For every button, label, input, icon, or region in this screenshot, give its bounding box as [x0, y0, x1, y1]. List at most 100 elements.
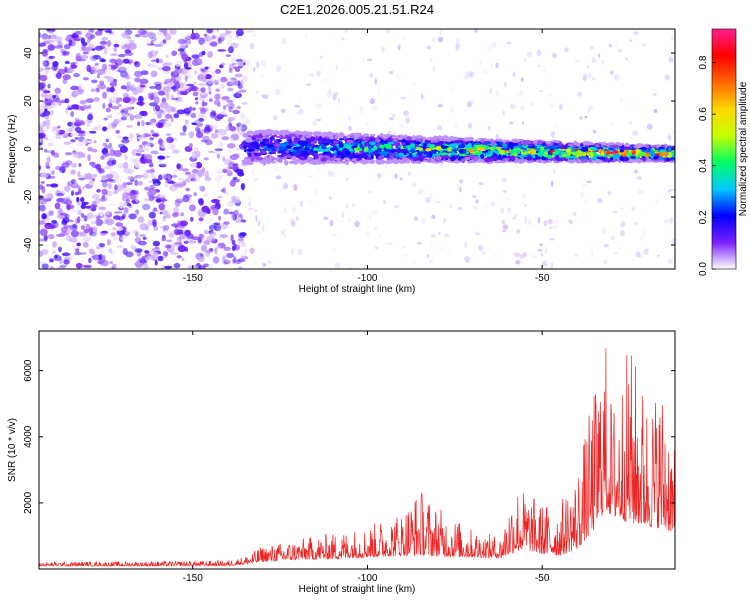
spectrogram-cell [614, 74, 620, 81]
spectrogram-cell [288, 139, 293, 144]
spectrogram-cell [204, 139, 213, 146]
spectrogram-cell [642, 212, 646, 216]
spectrogram-cell [171, 174, 178, 178]
spectrogram-cell [121, 32, 130, 40]
spectrogram-cell [299, 148, 306, 152]
spectrogram-cell [82, 51, 89, 55]
spectrogram-cell [416, 141, 421, 145]
spectrogram-cell [241, 102, 248, 105]
spectrogram-cell [275, 88, 281, 96]
spectrogram-cell [47, 83, 51, 89]
spectrogram-cell [103, 117, 108, 121]
spectrogram-cell [101, 36, 109, 41]
spectrogram-cell [113, 237, 118, 241]
spectrogram-cell [147, 92, 155, 99]
spectrogram-cell [284, 130, 289, 135]
spectrogram-cell [107, 182, 113, 190]
spectrogram-cell [327, 157, 335, 161]
spectrogram-cell [548, 146, 557, 149]
spectrogram-cell [632, 130, 639, 137]
spectrogram-cell [104, 30, 112, 33]
spectrogram-cell [582, 183, 588, 187]
spectrogram-cell [299, 137, 307, 141]
spectrogram-cell [335, 64, 338, 71]
spectrogram-cell [601, 59, 604, 65]
spectrogram-cell [389, 70, 394, 75]
spectrogram-cell [111, 32, 115, 36]
spectrogram-cell [58, 246, 62, 253]
spectrogram-cell [120, 107, 127, 114]
spectrogram-cell [622, 153, 628, 157]
spectrogram-cell [369, 133, 376, 137]
spectrogram-cell [83, 215, 88, 222]
spectrogram-cell [388, 157, 395, 160]
spectrogram-cell [87, 140, 93, 144]
spectrogram-cell [431, 161, 436, 164]
spectrogram-cell [253, 161, 258, 164]
spectrogram-cell [255, 61, 260, 68]
spectrogram-cell [500, 207, 505, 215]
spectrogram-cell [591, 250, 594, 257]
spectrogram-cell [346, 96, 352, 101]
spectrogram-cell [39, 108, 44, 115]
spectrogram-cell [592, 129, 597, 134]
spectrogram-cell [79, 100, 87, 105]
spectrogram-cell [320, 157, 327, 162]
spectrogram-cell [277, 186, 281, 190]
spectrogram-cell [309, 73, 315, 77]
spectrogram-cell [60, 231, 69, 236]
spectrogram-cell [191, 168, 199, 174]
spectrogram-cell [358, 110, 364, 114]
spectrogram-cell [79, 54, 89, 60]
spectrogram-cell [435, 155, 441, 161]
spectrogram-cell [463, 148, 467, 154]
spectrogram-cell [401, 141, 406, 146]
spectrogram-cell [280, 144, 288, 147]
spectrogram-cell [152, 196, 157, 199]
spectrogram-cell [69, 237, 78, 243]
spectrogram-cell [439, 247, 446, 252]
spectrogram-cell [455, 38, 460, 45]
spectrogram-cell [201, 77, 208, 83]
spectrogram-cell [590, 148, 599, 151]
spectrogram-cell [78, 233, 87, 237]
spectrogram-cell [392, 158, 396, 164]
spectrogram-cell [222, 187, 227, 194]
spectrogram-cell [112, 227, 117, 231]
spectrogram-cell [251, 145, 256, 150]
spectrogram-cell [179, 233, 186, 240]
spectrogram-cell [617, 243, 621, 250]
spectrogram-cell [191, 152, 196, 160]
spectrogram-cell [610, 123, 614, 125]
spectrogram-cell [200, 87, 206, 93]
spectrogram-cell [408, 91, 410, 98]
spectrogram-cell [149, 64, 158, 68]
spectrogram-cell [46, 165, 51, 169]
spectrogram-cell [603, 243, 610, 248]
spectrogram-cell [110, 62, 116, 67]
spectrogram-cell [152, 104, 156, 112]
spectrogram-cell [392, 114, 396, 118]
spectrogram-cell [70, 230, 79, 238]
spectrogram-cell [324, 160, 332, 164]
spectrogram-cell [382, 200, 386, 204]
spectrogram-cell [88, 248, 95, 254]
spectrogram-cell [231, 258, 237, 264]
spectrogram-cell [109, 58, 117, 64]
spectrogram-cell [159, 110, 166, 115]
x-tick-label: -100 [357, 573, 377, 584]
spectrogram-cell [55, 72, 62, 79]
spectrogram-cell [100, 154, 105, 161]
spectrogram-cell [568, 157, 574, 160]
spectrogram-cell [457, 207, 463, 210]
spectrogram-cell [44, 115, 50, 120]
spectrogram-cell [365, 159, 371, 164]
spectrogram-x-label: Height of straight line (km) [299, 284, 416, 295]
spectrogram-cell [151, 133, 159, 137]
spectrogram-cell [579, 191, 584, 199]
spectrogram-cell [81, 185, 85, 190]
spectrogram-cell [545, 248, 548, 254]
spectrogram-cell [316, 104, 322, 108]
